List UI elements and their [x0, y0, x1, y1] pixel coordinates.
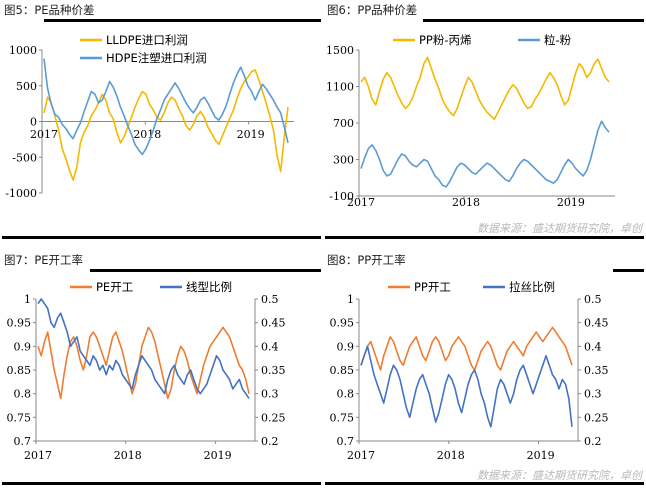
y-right-tick-label: 0.3: [261, 388, 279, 401]
y-tick-label: 0.8: [337, 388, 355, 401]
series-line-1: [37, 326, 250, 400]
y-tick-label: 700: [333, 117, 354, 130]
legend-label: 拉丝比例: [509, 280, 555, 294]
y-tick-label: 1100: [326, 81, 354, 94]
y-right-tick-label: 0.35: [584, 364, 609, 377]
y-right-tick-label: 0.2: [261, 435, 279, 448]
y-tick-label: 0.95: [330, 317, 355, 330]
title-rule: [90, 269, 321, 272]
series-line-2: [37, 298, 250, 399]
x-tick-label: 2017: [30, 128, 58, 141]
y-tick-label: 0.85: [7, 364, 32, 377]
y-right-tick-label: 0.3: [584, 388, 602, 401]
y-tick-label: 0: [30, 116, 37, 129]
x-tick-label: 2019: [557, 196, 585, 209]
y-tick-label: 0.8: [14, 388, 32, 401]
y-tick-label: 300: [333, 154, 354, 167]
legend-label: PE开工: [96, 280, 133, 294]
y-tick-label: -1000: [5, 187, 37, 200]
y-tick-label: 500: [16, 80, 37, 93]
title-rule: [613, 269, 644, 272]
x-tick-label: 2018: [133, 128, 161, 141]
y-tick-label: 0.9: [337, 340, 355, 353]
y-tick-label: 0.75: [330, 411, 355, 424]
y-right-tick-label: 0.45: [261, 317, 286, 330]
chart-title: 图6：PP品种价差: [327, 3, 418, 17]
x-tick-label: 2018: [114, 449, 142, 462]
series-line-1: [43, 69, 289, 181]
y-tick-label: 1: [24, 293, 31, 306]
legend-label: PP开工: [414, 280, 451, 294]
series-line-2: [360, 345, 573, 428]
x-tick-label: 2019: [204, 449, 232, 462]
bottom-rule: [2, 482, 321, 485]
bottom-rule: [325, 236, 644, 239]
y-tick-label: 0.85: [330, 364, 355, 377]
y-tick-label: 0.9: [14, 340, 32, 353]
bottom-rule: [2, 236, 321, 239]
title-rule: [423, 19, 644, 22]
bottom-rule: [325, 482, 644, 485]
chart-panel-pp-spread: 图6：PP品种价差 1500 1100 700 300 -100 2017 2018 2019…: [323, 0, 646, 245]
title-rule: [44, 19, 321, 22]
chart-svg: 1 0.95 0.9 0.85 0.8 0.75 0.7 0.5 0.45 0.4 0.35 0.3 0…: [330, 280, 609, 462]
chart-panel-pe-spread: 图5：PE品种价差 1000 500 0 -500 -1000 2017 2018 2019 L…: [0, 0, 323, 245]
chart-panel-pe-run-rate: 图7：PE开工率 1 0.95 0.9 0.85 0.8 0.75 0.7 0.5 0.45 0.…: [0, 245, 323, 490]
x-tick-label: 2017: [347, 196, 375, 209]
y-right-tick-label: 0.25: [261, 411, 286, 424]
y-right-tick-label: 0.2: [584, 435, 602, 448]
chart-panel-pp-run-rate: 图8：PP开工率 1 0.95 0.9 0.85 0.8 0.75 0.7 0.5 0.45 0.…: [323, 245, 646, 490]
y-right-tick-label: 0.5: [584, 293, 602, 306]
x-tick-label: 2019: [527, 449, 555, 462]
chart-title: 图7：PE开工率: [4, 253, 84, 267]
series-line-1: [360, 56, 610, 121]
chart-title: 图5：PE品种价差: [4, 3, 95, 17]
y-tick-label: 0.7: [337, 435, 355, 448]
series-line-1: [360, 326, 573, 371]
y-tick-label: 1500: [326, 44, 354, 57]
y-right-tick-label: 0.4: [584, 340, 602, 353]
source-note: 数据来源：盛达期货研究院，卓创: [477, 469, 642, 482]
x-tick-label: 2019: [237, 128, 265, 141]
y-right-tick-label: 0.25: [584, 411, 609, 424]
chart-title: 图8：PP开工率: [327, 253, 406, 267]
legend-label: 线型比例: [186, 280, 232, 294]
x-tick-label: 2017: [347, 449, 375, 462]
x-tick-label: 2018: [452, 196, 480, 209]
legend-label: 粒-粉: [544, 33, 572, 47]
y-right-tick-label: 0.45: [584, 317, 609, 330]
y-right-tick-label: 0.35: [261, 364, 286, 377]
y-right-tick-label: 0.4: [261, 340, 279, 353]
legend-label: LLDPE进口利润: [106, 33, 188, 47]
series-line-2: [43, 58, 289, 156]
y-tick-label: 0.75: [7, 411, 32, 424]
x-tick-label: 2018: [437, 449, 465, 462]
y-tick-label: 0.95: [7, 317, 32, 330]
y-right-tick-label: 0.5: [261, 293, 279, 306]
legend-label: PP粉-丙烯: [419, 33, 472, 47]
x-tick-label: 2017: [24, 449, 52, 462]
y-tick-label: -500: [12, 151, 37, 164]
source-note: 数据来源：盛达期货研究院，卓创: [477, 222, 642, 235]
chart-svg: 1000 500 0 -500 -1000 2017 2018 2019 LLDPE进口利润 HD…: [5, 33, 294, 200]
legend-label: HDPE注塑进口利润: [106, 51, 207, 65]
chart-svg: 1 0.95 0.9 0.85 0.8 0.75 0.7 0.5 0.45 0.4 0.35 0.3 0…: [7, 280, 286, 462]
y-tick-label: 1000: [9, 44, 37, 57]
y-tick-label: 1: [347, 293, 354, 306]
y-tick-label: -100: [329, 190, 354, 203]
series-line-2: [360, 120, 610, 188]
y-tick-label: 0.7: [14, 435, 32, 448]
